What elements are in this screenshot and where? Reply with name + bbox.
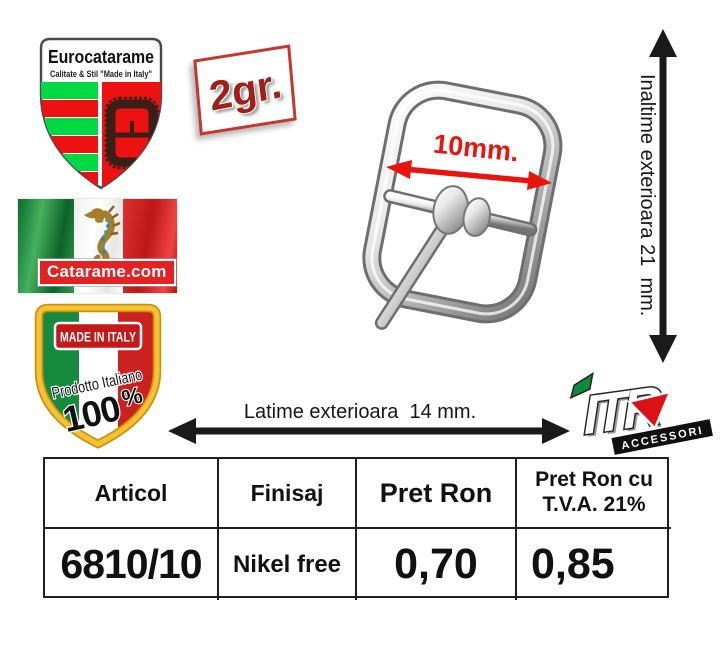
table-header-articol: Articol — [45, 459, 219, 529]
table-cell-finisaj: Nikel free — [219, 529, 357, 600]
arrowhead-down-icon — [649, 335, 677, 363]
red-triangle-icon — [626, 390, 673, 431]
height-dimension-label: Inaltime exterioara 21 mm. — [636, 74, 658, 317]
table-header-finisaj: Finisaj — [219, 459, 357, 529]
height-dimension-arrow — [649, 29, 677, 363]
inner-width-label: 10mm. — [432, 130, 520, 167]
inner-width-arrow: 10mm. — [386, 130, 552, 190]
made-in-italy-label: MADE IN ITALY — [60, 330, 136, 345]
arrowhead-left-icon — [386, 160, 412, 179]
seahorse-icon — [84, 205, 121, 267]
table-header-pret-ron: Pret Ron — [357, 459, 517, 529]
buckle-ornament-icon — [104, 96, 160, 170]
arrowhead-up-icon — [649, 29, 677, 57]
eurocatarame-title: Eurocatarame — [48, 47, 154, 67]
arrowhead-right-icon — [542, 418, 570, 444]
eurocatarame-subtitle: Calitate & Stil "Made in Italy" — [50, 69, 152, 79]
buckle-product-photo — [362, 80, 563, 330]
site-label: Catarame.com — [38, 259, 176, 286]
width-dimension-label: Latime exterioara 14 mm. — [243, 401, 477, 423]
table-header-pret-ron-tva: Pret Ron cu T.V.A. 21% — [517, 459, 671, 529]
width-dimension-arrow — [168, 418, 570, 444]
arrowhead-right-icon — [527, 171, 552, 190]
itr-accessori-logo: ITR ITR ACCESSORI — [569, 371, 713, 455]
green-flash-icon — [569, 371, 594, 400]
table-cell-pret-ron: 0,70 — [357, 529, 517, 600]
flag-banner: Catarame.com — [18, 199, 177, 293]
weight-badge: 2gr. — [193, 44, 297, 136]
weight-badge-label: 2gr. — [206, 59, 284, 120]
price-table: Articol Finisaj Pret Ron Pret Ron cu T.V… — [43, 457, 671, 600]
arrowhead-left-icon — [168, 418, 196, 444]
table-cell-articol: 6810/10 — [45, 529, 219, 600]
buckle-frame — [362, 80, 563, 330]
made-in-italy-badge: MADE IN ITALY Prodotto Italiano 100 % — [34, 303, 162, 449]
eurocatarame-shield-logo: Eurocatarame Calitate & Stil "Made in It… — [39, 37, 163, 190]
made-in-italy-plate — [53, 321, 143, 351]
table-cell-pret-ron-tva: 0,85 — [531, 540, 615, 588]
